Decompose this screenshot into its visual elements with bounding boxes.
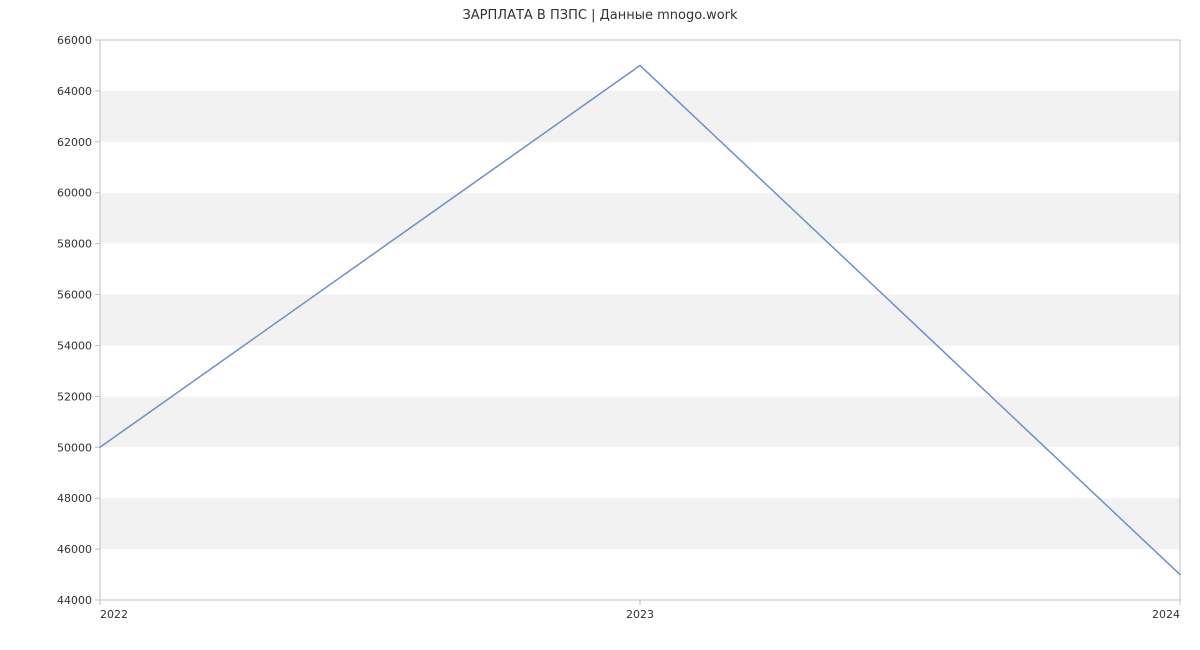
y-tick-label: 48000 (57, 492, 92, 505)
x-tick-label: 2023 (626, 608, 654, 621)
y-tick-label: 50000 (57, 441, 92, 454)
chart-title: ЗАРПЛАТА В ПЗПС | Данные mnogo.work (0, 8, 1200, 23)
y-tick-label: 56000 (57, 289, 92, 302)
y-tick-label: 62000 (57, 136, 92, 149)
y-tick-label: 58000 (57, 238, 92, 251)
y-tick-label: 52000 (57, 390, 92, 403)
y-tick-label: 64000 (57, 85, 92, 98)
x-tick-label: 2024 (1152, 608, 1180, 621)
y-tick-label: 44000 (57, 594, 92, 607)
chart-svg: 44000 46000 48000 50000 52000 54000 56000 58000… (0, 0, 1200, 650)
salary-chart: ЗАРПЛАТА В ПЗПС | Данные mnogo.work 4400… (0, 0, 1200, 650)
x-tick-label: 2022 (100, 608, 128, 621)
y-tick-label: 66000 (57, 34, 92, 47)
y-tick-label: 46000 (57, 543, 92, 556)
y-tick-label: 60000 (57, 187, 92, 200)
y-tick-label: 54000 (57, 339, 92, 352)
